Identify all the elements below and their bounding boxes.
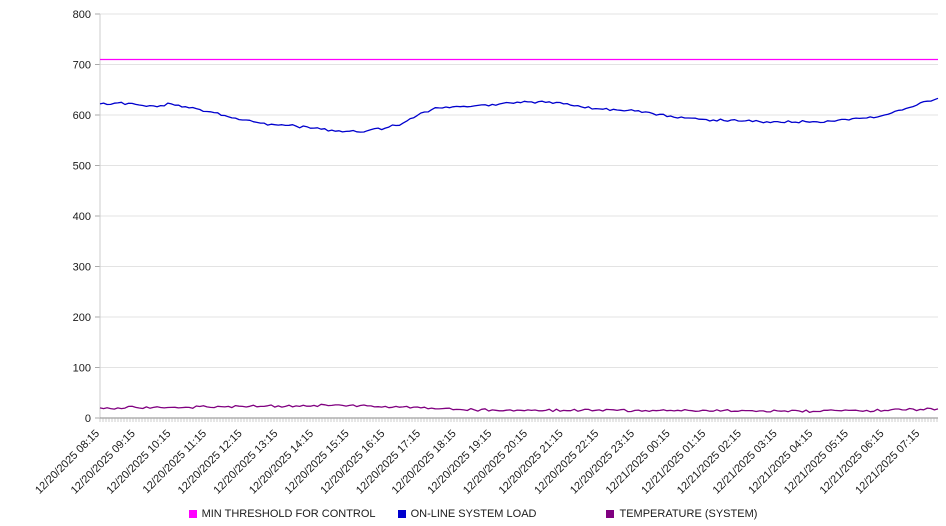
svg-text:12/21/2025 07:15: 12/21/2025 07:15 xyxy=(853,428,922,497)
legend-swatch-temperature-system-icon xyxy=(606,510,615,518)
svg-text:12/21/2025 02:15: 12/21/2025 02:15 xyxy=(675,428,744,497)
svg-text:0: 0 xyxy=(85,413,91,425)
svg-text:12/20/2025 12:15: 12/20/2025 12:15 xyxy=(176,428,245,497)
series-line-2 xyxy=(99,403,939,414)
svg-text:12/20/2025 13:15: 12/20/2025 13:15 xyxy=(211,428,280,497)
svg-text:12/21/2025 03:15: 12/21/2025 03:15 xyxy=(711,428,780,497)
line-chart: 0 100 200 300 400 500 600 700 800 12/20/2025 08:1… xyxy=(33,9,939,497)
svg-text:12/21/2025 01:15: 12/21/2025 01:15 xyxy=(639,428,708,497)
svg-text:300: 300 xyxy=(73,262,91,274)
svg-text:600: 600 xyxy=(73,110,91,122)
svg-text:12/20/2025 11:15: 12/20/2025 11:15 xyxy=(141,428,209,496)
svg-text:12/20/2025 14:15: 12/20/2025 14:15 xyxy=(247,428,316,497)
y-axis-labels: 0 100 200 300 400 500 600 700 800 xyxy=(73,9,91,425)
svg-text:700: 700 xyxy=(73,60,91,72)
svg-text:500: 500 xyxy=(73,161,91,173)
legend-item-temperature-system: TEMPERATURE (SYSTEM) xyxy=(606,508,757,520)
svg-text:12/20/2025 21:15: 12/20/2025 21:15 xyxy=(497,428,566,497)
svg-text:12/20/2025 16:15: 12/20/2025 16:15 xyxy=(318,428,387,497)
svg-text:12/20/2025 18:15: 12/20/2025 18:15 xyxy=(390,428,459,497)
svg-text:12/20/2025 10:15: 12/20/2025 10:15 xyxy=(104,428,173,497)
series-line-1 xyxy=(99,97,939,133)
svg-text:12/20/2025 20:15: 12/20/2025 20:15 xyxy=(461,428,530,497)
svg-text:400: 400 xyxy=(73,211,91,223)
legend-swatch-online-system-load-icon xyxy=(397,510,406,518)
legend-label-temperature-system: TEMPERATURE (SYSTEM) xyxy=(619,508,758,520)
legend-label-online-system-load: ON-LINE SYSTEM LOAD xyxy=(410,508,537,520)
svg-text:12/21/2025 00:15: 12/21/2025 00:15 xyxy=(604,428,673,497)
svg-text:12/21/2025 04:15: 12/21/2025 04:15 xyxy=(746,428,815,497)
svg-text:12/20/2025 19:15: 12/20/2025 19:15 xyxy=(425,428,494,497)
svg-text:12/21/2025 05:15: 12/21/2025 05:15 xyxy=(782,428,851,497)
svg-text:12/20/2025 23:15: 12/20/2025 23:15 xyxy=(568,428,637,497)
svg-text:12/20/2025 08:15: 12/20/2025 08:15 xyxy=(33,428,102,497)
svg-text:800: 800 xyxy=(73,9,91,21)
legend-label-min-threshold: MIN THRESHOLD FOR CONTROL xyxy=(201,508,376,520)
legend-item-online-system-load: ON-LINE SYSTEM LOAD xyxy=(397,508,537,520)
x-minor-ticks xyxy=(99,418,938,422)
chart-legend: MIN THRESHOLD FOR CONTROL ON-LINE SYSTEM… xyxy=(0,508,946,520)
svg-text:12/20/2025 17:15: 12/20/2025 17:15 xyxy=(354,428,423,497)
svg-text:200: 200 xyxy=(73,312,91,324)
svg-text:12/21/2025 06:15: 12/21/2025 06:15 xyxy=(818,428,887,497)
svg-text:12/20/2025 15:15: 12/20/2025 15:15 xyxy=(283,428,352,497)
svg-text:12/20/2025 22:15: 12/20/2025 22:15 xyxy=(532,428,601,497)
legend-item-min-threshold: MIN THRESHOLD FOR CONTROL xyxy=(188,508,376,520)
svg-text:100: 100 xyxy=(73,363,91,375)
legend-swatch-min-threshold-icon xyxy=(188,510,197,518)
gridlines xyxy=(95,13,938,419)
svg-text:12/20/2025 09:15: 12/20/2025 09:15 xyxy=(69,428,138,497)
